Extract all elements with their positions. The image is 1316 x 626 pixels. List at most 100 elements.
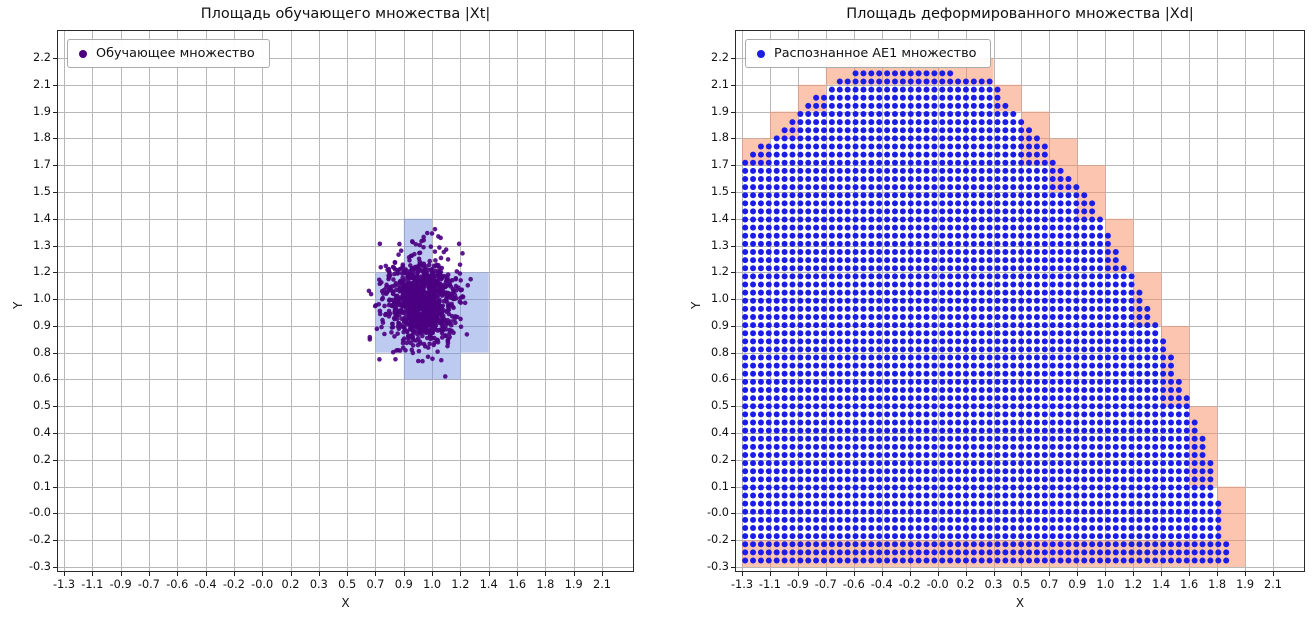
x-tick-mark (517, 572, 518, 576)
x-tick-mark (1273, 572, 1274, 576)
y-tick-label: 1.5 (711, 184, 729, 198)
y-tick-label: 1.3 (711, 238, 729, 252)
y-tick-mark (53, 165, 57, 166)
x-tick-mark (206, 572, 207, 576)
x-axis-label: X (1015, 596, 1025, 610)
x-axis-label: X (341, 596, 350, 610)
y-tick-label: 1.7 (33, 158, 51, 172)
y-tick-mark (731, 433, 735, 434)
legend-marker-dot (79, 49, 87, 58)
y-tick-label: -0.0 (706, 506, 729, 520)
x-tick-label: 0.7 (1040, 578, 1059, 591)
x-tick-label: 2.1 (1264, 578, 1282, 591)
plot-canvas-training (57, 30, 634, 572)
x-tick-mark (910, 572, 911, 576)
y-tick-mark (731, 460, 735, 461)
x-tick-mark (291, 572, 292, 576)
x-tick-mark (319, 572, 320, 576)
y-tick-mark (731, 192, 735, 193)
y-tick-label: 1.0 (33, 292, 51, 306)
y-tick-label: 1.4 (33, 211, 51, 225)
x-tick-label: 1.0 (1096, 578, 1115, 591)
x-tick-mark (375, 572, 376, 576)
x-tick-label: 0.2 (281, 578, 300, 591)
x-tick-mark (1161, 572, 1162, 576)
x-tick-label: 0.2 (956, 578, 975, 591)
x-tick-mark (404, 572, 405, 576)
x-tick-mark (545, 572, 546, 576)
x-tick-label: -0.2 (898, 578, 921, 591)
x-tick-mark (262, 572, 263, 576)
y-tick-label: 2.2 (711, 51, 729, 64)
x-tick-label: 0.5 (338, 578, 357, 591)
y-tick-mark (53, 246, 57, 247)
x-tick-mark (826, 572, 827, 576)
x-tick-mark (602, 572, 603, 576)
x-tick-label: 0.9 (1068, 578, 1087, 591)
y-tick-mark (53, 326, 57, 327)
y-tick-mark (731, 353, 735, 354)
x-tick-mark (770, 572, 771, 576)
y-tick-label: 2.1 (711, 77, 729, 91)
x-tick-label: 1.2 (1124, 578, 1143, 591)
y-tick-label: -0.3 (28, 560, 51, 573)
y-tick-mark (53, 406, 57, 407)
y-tick-label: 0.2 (33, 452, 51, 466)
plot-title-deformed: Площадь деформированного множества |Xd| (846, 6, 1194, 22)
y-tick-mark (731, 406, 735, 407)
y-tick-mark (731, 85, 735, 86)
y-tick-label: 2.2 (33, 51, 51, 64)
y-tick-mark (53, 272, 57, 273)
x-tick-mark (460, 572, 461, 576)
x-tick-mark (121, 572, 122, 576)
x-tick-label: -0.7 (814, 578, 837, 591)
y-tick-mark (731, 165, 735, 166)
x-tick-mark (177, 572, 178, 576)
plot-canvas-deformed (735, 30, 1305, 572)
y-tick-mark (731, 567, 735, 568)
x-tick-mark (574, 572, 575, 576)
y-tick-label: 0.6 (711, 372, 729, 386)
y-tick-label: 0.8 (33, 345, 51, 359)
y-tick-label: 1.9 (33, 104, 51, 118)
legend-deformed: Распознанное AE1 множество (745, 39, 992, 68)
x-tick-label: -0.6 (166, 578, 189, 591)
y-tick-label: 0.1 (33, 479, 51, 493)
y-tick-mark (731, 487, 735, 488)
x-tick-label: -0.4 (870, 578, 893, 591)
x-tick-mark (432, 572, 433, 576)
x-tick-label: -1.1 (81, 578, 104, 591)
y-tick-mark (53, 299, 57, 300)
x-tick-label: 1.9 (1236, 578, 1255, 591)
x-tick-mark (994, 572, 995, 576)
x-tick-mark (966, 572, 967, 576)
y-tick-mark (731, 299, 735, 300)
x-tick-mark (1245, 572, 1246, 576)
x-tick-mark (1133, 572, 1134, 576)
x-tick-label: -1.3 (52, 578, 76, 591)
x-tick-label: 1.4 (479, 578, 498, 591)
x-tick-label: 1.4 (1152, 578, 1171, 591)
y-tick-label: 0.9 (711, 318, 729, 332)
x-tick-label: 0.3 (309, 578, 328, 591)
x-tick-label: -0.6 (842, 578, 865, 591)
y-tick-mark (53, 138, 57, 139)
y-tick-label: -0.2 (28, 533, 51, 547)
y-tick-label: 0.4 (33, 426, 51, 440)
y-tick-label: 0.8 (711, 345, 729, 359)
y-tick-mark (53, 192, 57, 193)
x-tick-mark (347, 572, 348, 576)
x-tick-label: 0.5 (1012, 578, 1031, 591)
legend-training: Обучающее множество (67, 39, 270, 68)
x-tick-label: -0.9 (109, 578, 132, 591)
x-tick-mark (1021, 572, 1022, 576)
y-tick-mark (53, 58, 57, 59)
x-tick-mark (149, 572, 150, 576)
x-tick-mark (1049, 572, 1050, 576)
y-tick-label: 1.4 (711, 211, 729, 225)
y-tick-mark (53, 460, 57, 461)
y-tick-label: 0.5 (33, 399, 51, 413)
y-tick-mark (53, 379, 57, 380)
y-tick-mark (731, 138, 735, 139)
